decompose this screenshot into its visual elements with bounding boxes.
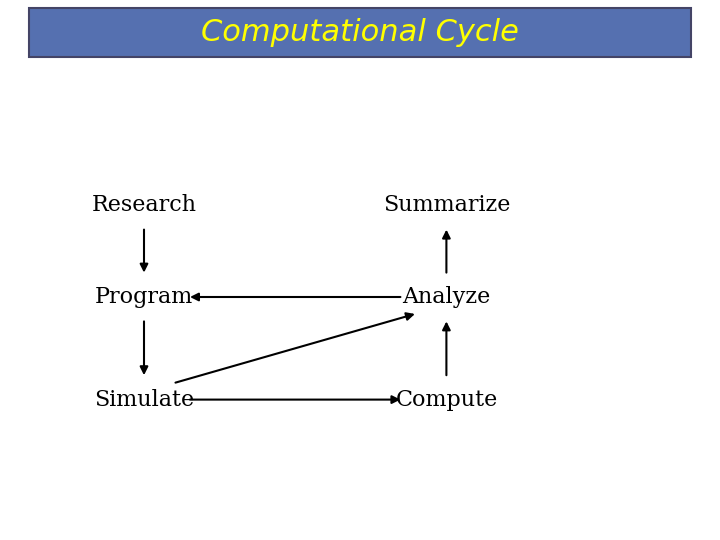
Text: Analyze: Analyze <box>402 286 490 308</box>
Text: Program: Program <box>95 286 193 308</box>
FancyBboxPatch shape <box>29 8 691 57</box>
Text: Simulate: Simulate <box>94 389 194 410</box>
Text: Compute: Compute <box>395 389 498 410</box>
Text: Summarize: Summarize <box>383 194 510 216</box>
Text: Computational Cycle: Computational Cycle <box>201 18 519 47</box>
Text: Research: Research <box>91 194 197 216</box>
